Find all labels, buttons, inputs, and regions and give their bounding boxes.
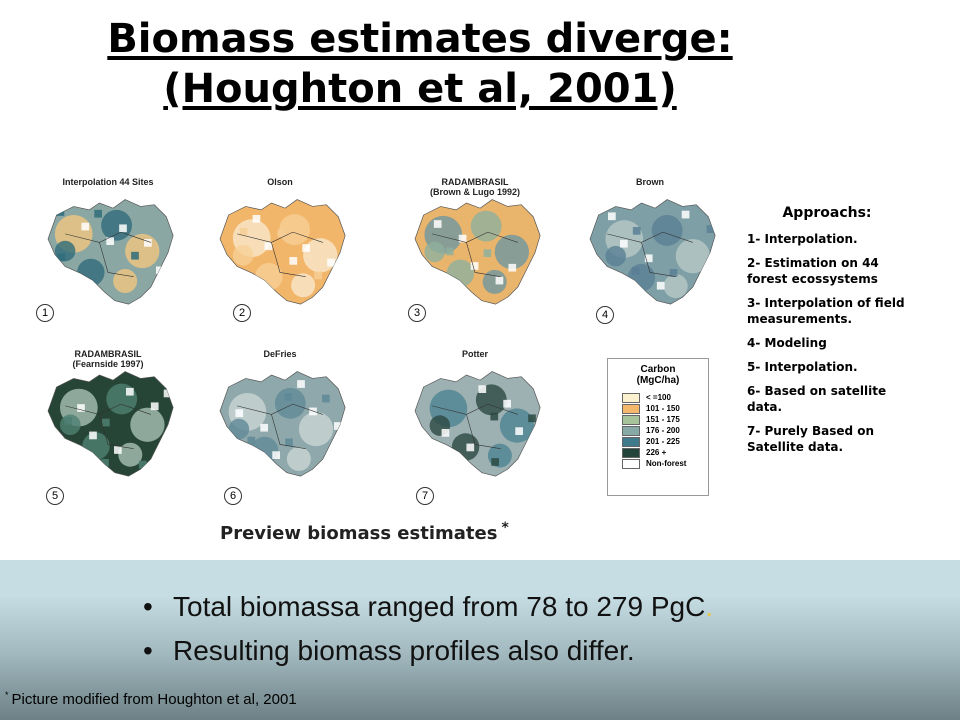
bottom-band: [0, 560, 960, 720]
map-label: Brown: [636, 177, 664, 187]
biomass-map: [219, 371, 346, 477]
map-number-badge: 3: [408, 304, 426, 322]
map-label: RADAMBRASIL (Brown & Lugo 1992): [429, 177, 520, 197]
legend-swatch: [622, 414, 640, 425]
approach-item: 4- Modeling: [747, 336, 827, 350]
legend-swatch: [622, 392, 640, 403]
map-label: Potter: [461, 349, 488, 359]
map-number-badge: 1: [36, 304, 54, 322]
map-label: Olson: [267, 177, 293, 187]
legend-item: Non-forest: [622, 458, 708, 469]
approach-item: 5- Interpolation.: [747, 360, 858, 374]
map-number-badge: 7: [416, 487, 434, 505]
biomass-map: [414, 371, 541, 477]
map-panel-4: Brown: [570, 175, 730, 310]
legend-item: 201 - 225: [622, 436, 708, 447]
map-panel-6: DeFries: [200, 347, 360, 482]
map-panel-3: RADAMBRASIL (Brown & Lugo 1992): [395, 175, 555, 310]
map-number-badge: 4: [596, 306, 614, 324]
map-number-badge: 6: [224, 487, 242, 505]
map-label: RADAMBRASIL (Fearnside 1997): [72, 349, 144, 369]
carbon-legend: Carbon (MgC/ha) < =100 101 - 150 151 - 175…: [607, 358, 709, 496]
map-panel-5: RADAMBRASIL (Fearnside 1997): [28, 347, 188, 482]
legend-item: 176 - 200: [622, 425, 708, 436]
legend-label: 151 - 175: [646, 415, 680, 424]
legend-label: 101 - 150: [646, 404, 680, 413]
legend-label: 226 +: [646, 448, 667, 457]
approach-item: 6- Based on satellite data.: [747, 384, 887, 414]
approaches-title: Approachs:: [782, 205, 872, 221]
legend-swatch: [622, 458, 640, 469]
map-panel-7: Potter: [395, 347, 555, 482]
map-panel-2: Olson: [200, 175, 360, 310]
biomass-map: [219, 199, 346, 305]
biomass-map: [589, 199, 716, 305]
map-panel-1: Interpolation 44 Sites: [28, 175, 188, 310]
legend-swatch: [622, 447, 640, 458]
approach-item: 2- Estimation on 44 forest ecossystems: [747, 256, 879, 286]
legend-item: 151 - 175: [622, 414, 708, 425]
legend-label: < =100: [646, 393, 671, 402]
biomass-map: [47, 371, 174, 477]
title-line-2: (Houghton et al, 2001): [163, 66, 677, 112]
approach-item: 3- Interpolation of field measurements.: [747, 296, 905, 326]
bullet-item-2: • Resulting biomass profiles also differ…: [143, 635, 635, 666]
legend-item: 101 - 150: [622, 403, 708, 414]
bullet-list: • Total biomassa ranged from 78 to 279 P…: [143, 585, 713, 673]
title-line-1: Biomass estimates diverge:: [107, 16, 733, 62]
map-label: Interpolation 44 Sites: [62, 177, 154, 187]
map-number-badge: 2: [233, 304, 251, 322]
slide-title: Biomass estimates diverge: (Houghton et …: [0, 14, 840, 114]
legend-label: 201 - 225: [646, 437, 680, 446]
biomass-map: [414, 199, 541, 305]
map-label: DeFries: [263, 349, 297, 359]
legend-item: < =100: [622, 392, 708, 403]
legend-label: 176 - 200: [646, 426, 680, 435]
approach-item: 7- Purely Based on Satellite data.: [747, 424, 875, 454]
legend-item: 226 +: [622, 447, 708, 458]
legend-swatch: [622, 403, 640, 414]
bullet-item-1: • Total biomassa ranged from 78 to 279 P…: [143, 591, 714, 622]
legend-swatch: [622, 436, 640, 447]
legend-title: Carbon (MgC/ha): [636, 364, 680, 386]
approaches-list: Approachs: 1- Interpolation. 2- Estimatio…: [747, 205, 917, 463]
approach-item: 1- Interpolation.: [747, 232, 858, 246]
legend-swatch: [622, 425, 640, 436]
figure-caption: Preview biomass estimates *: [220, 520, 509, 544]
footnote: * Picture modified from Houghton et al, 2…: [5, 690, 297, 708]
biomass-map: [47, 199, 174, 305]
legend-label: Non-forest: [646, 459, 687, 468]
map-number-badge: 5: [46, 487, 64, 505]
